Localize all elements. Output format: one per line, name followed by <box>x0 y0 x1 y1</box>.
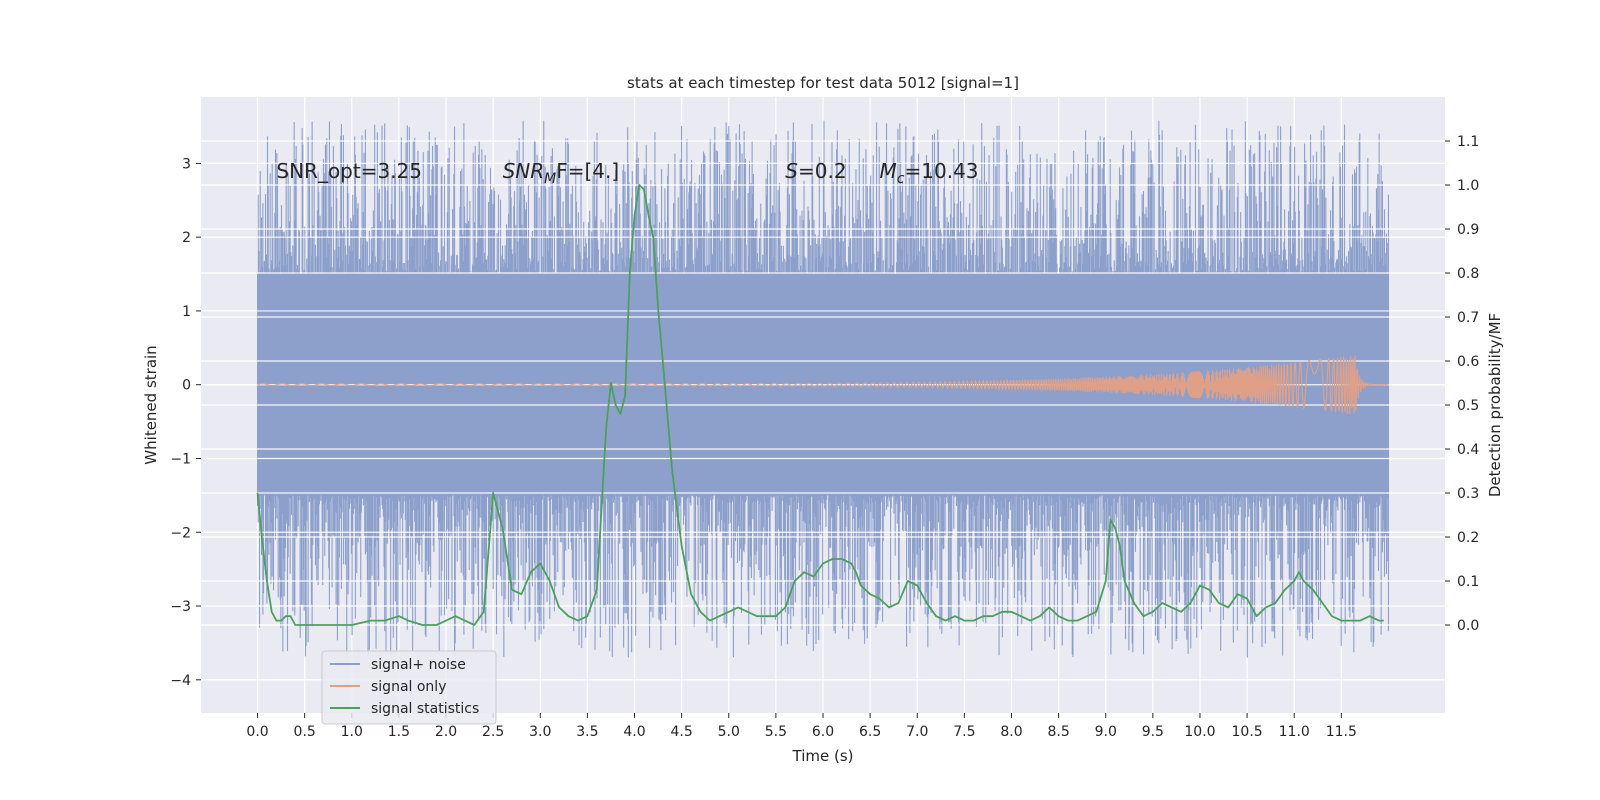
legend-label-signal-statistics: signal statistics <box>371 701 479 717</box>
annotation-text: Mc=10.43 <box>880 159 979 187</box>
annotation-main: SNR_opt=3.25 <box>276 159 422 183</box>
annotation-layer: SNR_opt=3.25 SNRMF=[4.] S=0.2 Mc=10.43 <box>276 159 978 187</box>
y-axis-label: Whitened strain <box>142 345 160 464</box>
x-tick-label: 10.5 <box>1232 724 1263 740</box>
x-tick-label: 0.5 <box>294 724 316 740</box>
y-right-axis-label: Detection probability/MF <box>1486 313 1504 497</box>
x-tick-label: 7.5 <box>953 724 975 740</box>
x-tick-label: 4.5 <box>671 724 693 740</box>
x-tick-label: 3.0 <box>529 724 551 740</box>
series-signal-statistics <box>256 184 1384 626</box>
x-tick-label: 2.0 <box>435 724 457 740</box>
y-tick-label: 1 <box>182 304 191 320</box>
y-right-tick-label: 0.0 <box>1457 618 1479 634</box>
x-tick-label: 0.0 <box>246 724 268 740</box>
annotation-text: S=0.2 <box>785 159 846 183</box>
y-right-tick-label: 1.1 <box>1457 134 1479 150</box>
y-right-tick-label: 0.6 <box>1457 354 1479 370</box>
annotation-tail: =0.2 <box>798 159 847 183</box>
y-tick-label: −3 <box>170 599 191 615</box>
annotation-tail: F=[4.] <box>556 159 619 183</box>
x-tick-label: 1.5 <box>388 724 410 740</box>
y-right-tick-label: 0.4 <box>1457 442 1479 458</box>
x-tick-label: 6.5 <box>859 724 881 740</box>
y-tick-label: 2 <box>182 230 191 246</box>
legend-label-signal-noise: signal+ noise <box>371 657 466 673</box>
statistics-layer <box>256 184 1384 626</box>
x-tick-label: 7.0 <box>906 724 928 740</box>
annotation-subscript: c <box>897 171 905 187</box>
annotation-main: M <box>880 159 897 183</box>
series-signal-only <box>257 355 1389 415</box>
signal-only-layer <box>257 355 1389 415</box>
annotation-subscript: M <box>544 171 556 187</box>
y-right-tick-label: 0.5 <box>1457 398 1479 414</box>
x-tick-label: 5.5 <box>765 724 787 740</box>
legend: signal+ noise signal only signal statist… <box>321 650 497 725</box>
x-tick-label: 2.5 <box>482 724 504 740</box>
legend-label-signal-only: signal only <box>371 679 446 695</box>
x-tick-label: 1.0 <box>341 724 363 740</box>
x-tick-label: 5.0 <box>718 724 740 740</box>
x-tick-label: 4.0 <box>623 724 645 740</box>
annotation-main: S <box>785 159 798 183</box>
y-right-tick-label: 0.7 <box>1457 310 1479 326</box>
y-right-tick-label: 0.1 <box>1457 574 1479 590</box>
y-right-tick-label: 1.0 <box>1457 178 1479 194</box>
y-tick-label: −2 <box>170 525 191 541</box>
legend-box <box>321 650 497 725</box>
y-right-tick-label: 0.3 <box>1457 486 1479 502</box>
annotation-tail: =10.43 <box>905 159 979 183</box>
annotation-text: SNRMF=[4.] <box>503 159 620 187</box>
y-tick-label: −4 <box>170 673 191 689</box>
x-tick-label: 9.0 <box>1095 724 1117 740</box>
annotation-main: SNR <box>503 159 545 183</box>
x-tick-label: 11.0 <box>1279 724 1310 740</box>
x-tick-label: 6.0 <box>812 724 834 740</box>
x-tick-label: 9.5 <box>1142 724 1164 740</box>
x-tick-label: 11.5 <box>1326 724 1357 740</box>
y-right-tick-label: 0.8 <box>1457 266 1479 282</box>
x-tick-label: 10.0 <box>1184 724 1215 740</box>
chart-title: stats at each timestep for test data 501… <box>627 74 1019 92</box>
annotation-text: SNR_opt=3.25 <box>276 159 422 183</box>
y-tick-label: −1 <box>170 451 191 467</box>
tick-layer: 0.0 0.5 1.0 1.5 2.0 2.5 3.0 3.5 4.0 4.5 5.0 5.5 6.0 6… <box>170 134 1479 740</box>
x-tick-label: 8.5 <box>1047 724 1069 740</box>
y-right-tick-label: 0.9 <box>1457 222 1479 238</box>
y-tick-label: 3 <box>182 156 191 172</box>
y-right-tick-label: 0.2 <box>1457 530 1479 546</box>
x-tick-label: 3.5 <box>576 724 598 740</box>
y-tick-label: 0 <box>182 378 191 394</box>
x-tick-label: 8.0 <box>1000 724 1022 740</box>
x-axis-label: Time (s) <box>792 747 854 765</box>
